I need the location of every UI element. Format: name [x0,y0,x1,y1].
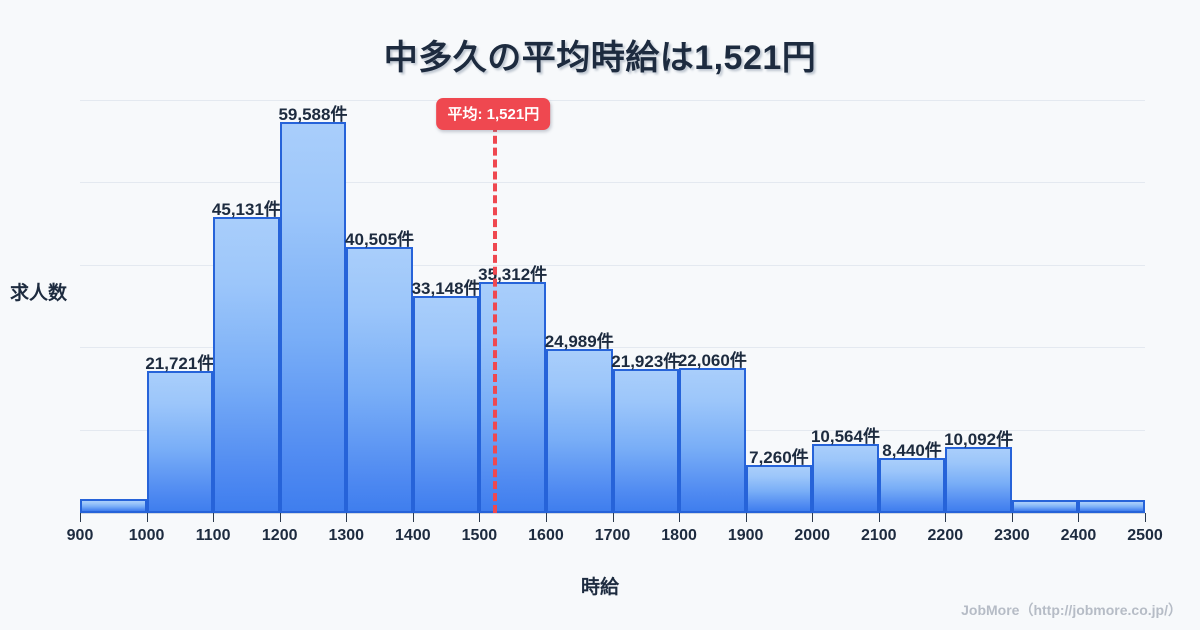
x-axis-tick [1145,513,1146,522]
x-axis-title: 時給 [580,577,619,598]
histogram-bar[interactable] [945,446,1012,513]
x-axis-tick [1011,513,1013,522]
bar-value-label: 35,312件 [478,264,548,284]
x-axis-tick [279,513,281,522]
bar-value-label: 10,564件 [810,426,880,446]
bar-value-label: 7,260件 [749,448,809,468]
histogram-bar[interactable] [1011,499,1079,513]
histogram-bar[interactable] [479,281,546,513]
gridline [80,347,1145,348]
x-axis-tick-label: 1500 [461,527,498,544]
x-axis-tick [878,513,880,522]
x-axis-tick-label: 2500 [1127,527,1163,544]
bar-value-label: 24,989件 [544,332,614,352]
histogram-bar[interactable] [1078,500,1145,513]
histogram-bar[interactable] [745,465,813,513]
x-axis-tick [1078,513,1080,522]
plot-area: 21,721件 45,131件 59,588件 40,505件 33,148件 35,31… [80,98,1145,513]
bar-value-label: 40,505件 [345,230,415,250]
x-axis-tick-label: 1300 [328,527,365,544]
y-axis-title: 求人数 [10,283,68,304]
x-axis-tick [80,513,81,522]
x-axis-tick [213,513,215,522]
histogram-bar[interactable] [412,295,480,513]
x-axis-tick [146,513,148,522]
bar-value-label: 45,131件 [211,200,281,220]
bar-value-label: 33,148件 [411,278,481,298]
x-axis-tick [545,513,547,522]
x-axis-tick-label: 1600 [528,527,564,544]
chart-title: 中多久の平均時給は1,521円 [383,39,817,77]
x-axis-tick [346,513,348,522]
x-axis-tick [412,513,414,522]
average-wage-badge: 平均: 1,521円 [436,98,551,130]
x-axis-tick-label: 2100 [860,527,897,544]
x-axis-tick-label: 2000 [794,527,830,544]
bar-value-label: 22,060件 [677,351,747,371]
gridline [80,100,1145,101]
histogram-bar[interactable] [279,122,347,513]
watermark-attribution: JobMore（http://jobmore.co.jp/） [961,602,1182,618]
histogram-bar[interactable] [80,499,147,513]
x-axis-tick-label: 2300 [994,527,1030,544]
x-axis-tick [745,513,747,522]
average-wage-line [493,100,498,513]
histogram-bar[interactable] [545,349,613,513]
histogram-bar[interactable] [346,247,413,513]
x-axis-tick-label: 2400 [1060,527,1097,544]
bar-value-label: 21,721件 [145,353,215,373]
x-axis-tick-label: 1200 [261,527,298,544]
x-axis-tick-label: 900 [66,527,94,544]
x-axis-tick-label: 1800 [661,527,697,544]
histogram-bar[interactable] [679,368,746,513]
bar-value-label: 59,588件 [278,105,348,125]
bar-value-label: 8,440件 [882,440,942,460]
x-axis-tick [612,513,614,522]
x-axis-tick-label: 2200 [927,527,964,544]
gridline [80,182,1145,183]
x-axis: 900 1000 1100 1200 1300 1400 1500 1600 1700 1800 1… [67,513,1163,544]
gridline [80,265,1145,266]
x-axis-tick-label: 1700 [594,527,631,544]
x-axis-tick [945,513,947,522]
bar-value-label: 10,092件 [944,429,1014,449]
histogram-bar[interactable] [878,457,946,513]
x-axis-tick-label: 1400 [395,527,431,544]
x-axis-tick [479,513,481,522]
histogram-bar[interactable] [812,443,879,513]
x-axis-tick-label: 1100 [195,527,231,544]
histogram-bar[interactable] [213,217,280,513]
bar-value-label: 21,923件 [611,352,681,372]
x-axis-tick [679,513,681,522]
histogram-bar[interactable] [146,370,214,513]
x-axis-tick-label: 1900 [727,527,764,544]
histogram-bar[interactable] [612,369,680,513]
x-axis-tick [812,513,814,522]
x-axis-tick-label: 1000 [128,527,165,544]
